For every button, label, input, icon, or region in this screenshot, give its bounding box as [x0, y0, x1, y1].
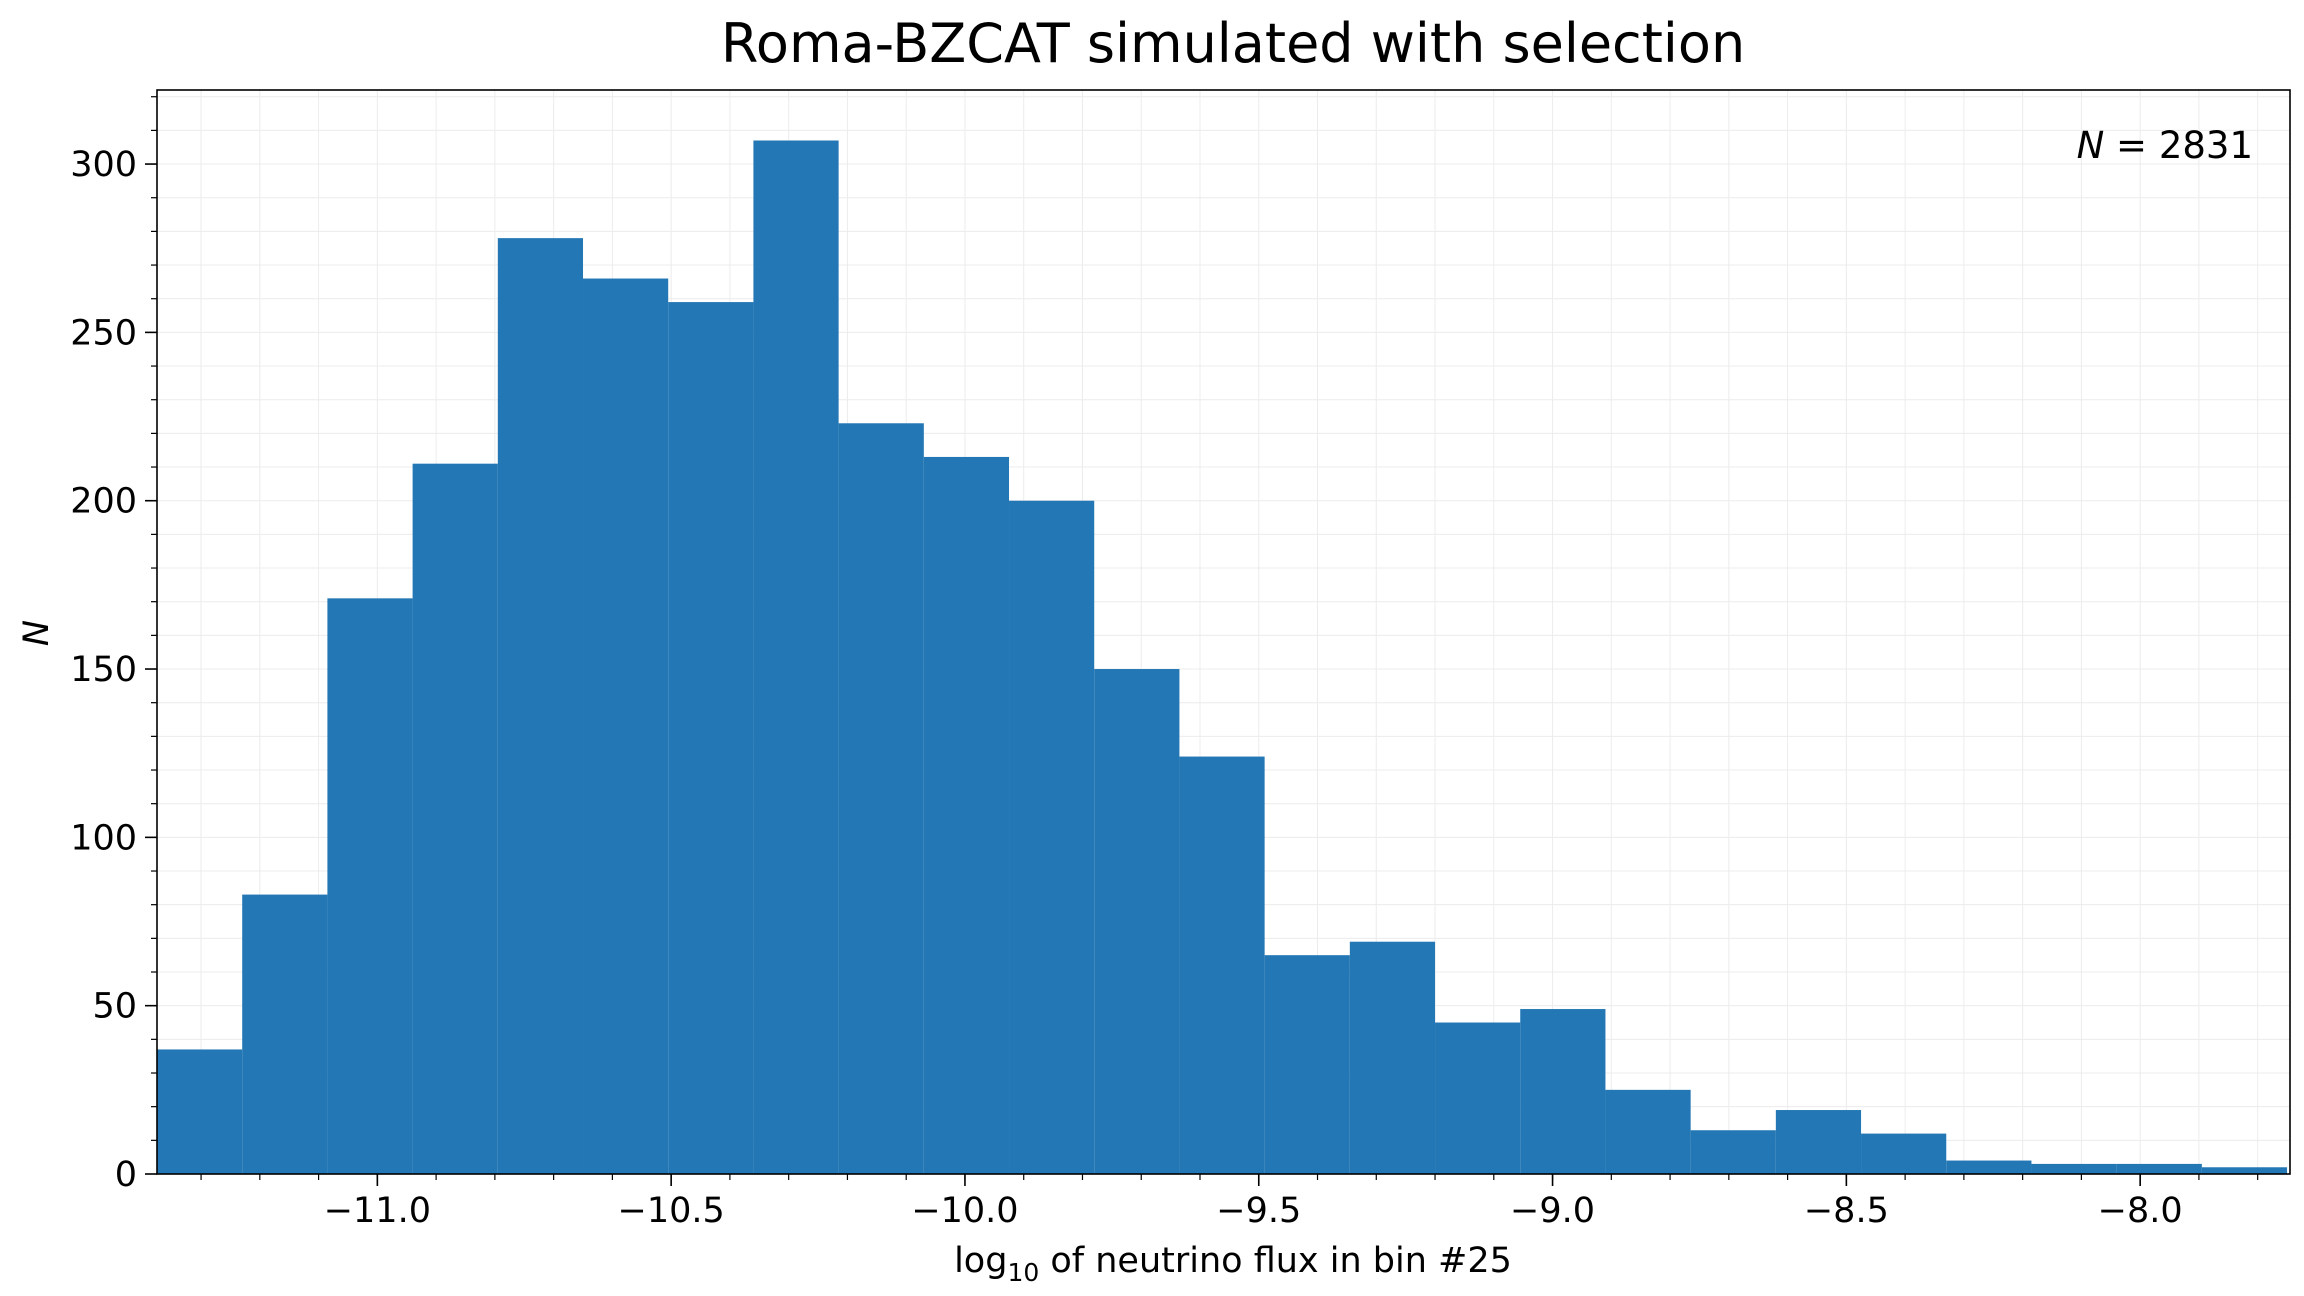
y-tick-label: 0: [115, 1155, 137, 1195]
histogram-bar: [1861, 1133, 1947, 1174]
histogram-bar: [668, 302, 754, 1175]
histogram-bar: [2031, 1163, 2117, 1174]
x-tick-label: −8.5: [1804, 1191, 1889, 1231]
x-tick-label: −9.5: [1216, 1191, 1301, 1231]
histogram-bar: [1605, 1089, 1691, 1174]
y-tick-label: 100: [70, 818, 137, 858]
y-tick-label: 200: [70, 482, 137, 522]
plot-frame: [156, 89, 2291, 1175]
count-annotation: N = 2831: [2077, 124, 2253, 167]
histogram-bar: [157, 1049, 243, 1174]
histogram-bar: [923, 456, 1010, 1174]
x-tick-label: −11.0: [324, 1191, 431, 1231]
histogram-bars: [157, 140, 2288, 1175]
histogram-bar: [838, 423, 924, 1174]
histogram-bar: [583, 278, 669, 1174]
y-tick-label: 150: [70, 650, 137, 690]
x-tick-label: −8.0: [2098, 1191, 2183, 1231]
histogram-bar: [327, 598, 413, 1174]
histogram-bar: [1264, 955, 1350, 1174]
histogram-bar: [1435, 1022, 1521, 1174]
y-axis-label: N: [17, 620, 57, 646]
histogram-bar: [242, 894, 328, 1174]
y-tick-label: 300: [70, 145, 137, 185]
histogram-bar: [1520, 1009, 1606, 1174]
x-tick-label: −10.5: [618, 1191, 725, 1231]
chart-title: Roma-BZCAT simulated with selection: [721, 12, 1745, 75]
histogram-bar: [412, 463, 498, 1175]
histogram-bar: [1179, 756, 1265, 1174]
x-tick-label: −10.0: [911, 1191, 1018, 1231]
y-tick-label: 50: [92, 987, 137, 1027]
histogram-bar: [1775, 1110, 1862, 1174]
y-tick-label: 250: [70, 313, 137, 353]
x-axis-label: log10 of neutrino flux in bin #25: [954, 1241, 1512, 1287]
axis-ticks: −11.0 −10.5 −10.0 −9.5 −9.0 −8.5 −8.0 0 50 100 150…: [70, 96, 2259, 1231]
histogram-bar: [1946, 1160, 2032, 1174]
histogram-bar: [1690, 1130, 1776, 1174]
histogram-bar: [2116, 1163, 2202, 1174]
histogram-bar: [2201, 1167, 2288, 1174]
histogram-bar: [1009, 500, 1095, 1174]
histogram-bar: [497, 238, 584, 1175]
histogram-bar: [1349, 941, 1436, 1174]
x-tick-label: −9.0: [1510, 1191, 1595, 1231]
histogram-bar: [753, 140, 839, 1175]
histogram-bar: [1094, 669, 1180, 1174]
